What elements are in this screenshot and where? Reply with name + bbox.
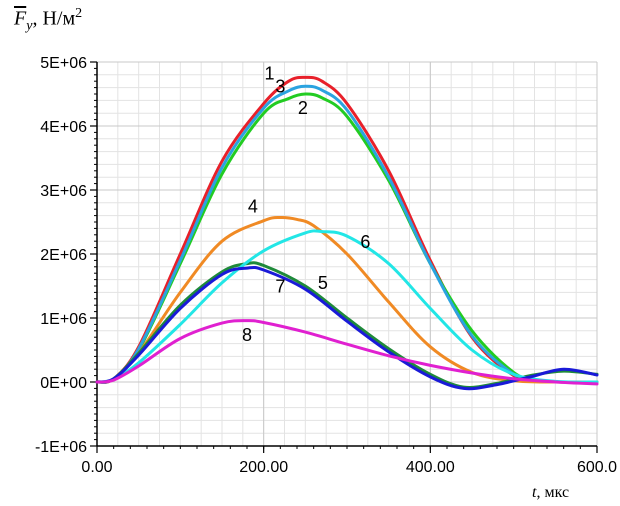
curve-label-3: 3 bbox=[275, 77, 285, 97]
x-tick-label: 600.0 bbox=[577, 459, 617, 476]
y-tick-label: 5E+06 bbox=[40, 55, 87, 72]
x-axis-label: t, мкс bbox=[532, 484, 569, 502]
curve-label-7: 7 bbox=[275, 276, 285, 296]
x-axis-unit: , мкс bbox=[536, 484, 570, 501]
x-axis-symbol: t bbox=[532, 484, 537, 501]
curve-label-6: 6 bbox=[360, 232, 370, 252]
curve-label-5: 5 bbox=[318, 273, 328, 293]
series-line-6 bbox=[95, 229, 599, 384]
curve-label-4: 4 bbox=[248, 196, 258, 216]
series-line-4 bbox=[95, 215, 599, 384]
x-tick-label: 400.00 bbox=[406, 459, 455, 476]
series-line-8 bbox=[95, 319, 599, 386]
y-axis-subscript: y bbox=[26, 18, 33, 34]
y-axis-label: Fy, Н/м2 bbox=[14, 6, 82, 35]
x-tick-label: 200.00 bbox=[239, 459, 288, 476]
y-axis-unit-exponent: 2 bbox=[75, 6, 83, 21]
curve-label-8: 8 bbox=[242, 325, 252, 345]
x-tick-label: 0.00 bbox=[81, 459, 112, 476]
curve-label-1: 1 bbox=[264, 63, 274, 83]
y-tick-label: 0E+00 bbox=[40, 375, 87, 392]
y-tick-label: 4E+06 bbox=[40, 119, 87, 136]
y-tick-label: -1E+06 bbox=[35, 439, 87, 456]
series-line-7 bbox=[95, 265, 599, 391]
y-axis-symbol: F bbox=[14, 7, 27, 30]
y-tick-label: 2E+06 bbox=[40, 247, 87, 264]
y-axis-unit: , Н/м bbox=[32, 7, 76, 30]
y-tick-label: 3E+06 bbox=[40, 183, 87, 200]
curve-label-2: 2 bbox=[298, 98, 308, 118]
y-tick-label: 1E+06 bbox=[40, 311, 87, 328]
